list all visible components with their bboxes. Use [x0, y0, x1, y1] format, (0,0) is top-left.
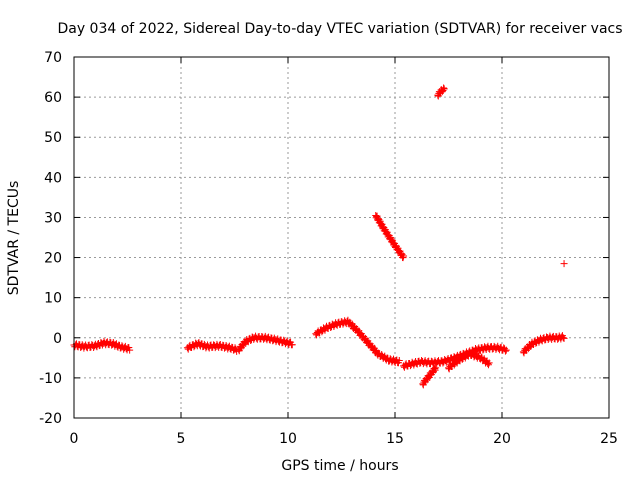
series-arc-7 [419, 364, 440, 389]
x-tick-label: 0 [70, 431, 79, 447]
x-tick-label: 25 [600, 431, 618, 447]
chart-title: Day 034 of 2022, Sidereal Day-to-day VTE… [57, 21, 622, 37]
y-tick-label: -20 [39, 411, 62, 427]
axis-ticks: 0 5 10 15 20 25 -20 -10 0 10 20 30 40 50 60 70 [39, 50, 618, 447]
y-tick-label: 20 [44, 251, 62, 267]
data-point [126, 346, 134, 354]
data-point [502, 346, 510, 354]
y-tick-label: 60 [44, 90, 62, 106]
data-point [484, 360, 492, 368]
data-point [560, 334, 568, 342]
data-point [393, 243, 401, 251]
series-arc-9 [434, 84, 448, 100]
series-arc-2 [183, 338, 241, 355]
series-arc-8 [445, 349, 493, 373]
data-point [395, 357, 403, 365]
data-point [432, 364, 440, 372]
data-point [440, 85, 448, 93]
data-point [485, 359, 493, 367]
series-arc-11 [560, 260, 568, 268]
y-tick-label: 0 [53, 331, 62, 347]
y-tick-label: -10 [39, 371, 62, 387]
data-point [399, 254, 407, 262]
y-tick-label: 50 [44, 130, 62, 146]
x-tick-label: 5 [177, 431, 186, 447]
x-tick-label: 20 [493, 431, 511, 447]
data-point [398, 250, 406, 258]
series-arc-3 [235, 332, 296, 355]
y-tick-label: 30 [44, 210, 62, 226]
series-arc-1 [70, 337, 134, 354]
data-point [559, 334, 567, 342]
data-point [400, 252, 408, 260]
plot-frame [73, 56, 610, 419]
y-tick-label: 40 [44, 170, 62, 186]
series-arc-10 [519, 332, 568, 357]
y-tick-label: 10 [44, 291, 62, 307]
x-tick-label: 10 [279, 431, 297, 447]
data-point [501, 347, 509, 355]
series-arc-4 [312, 316, 403, 367]
x-axis-label: GPS time / hours [281, 458, 398, 474]
grid [74, 57, 609, 418]
series-arc-5 [372, 211, 408, 262]
data-point [288, 341, 296, 349]
data-point [440, 84, 448, 92]
data-points [70, 84, 568, 389]
y-tick-label: 70 [44, 50, 62, 66]
data-point [560, 260, 568, 268]
y-axis-label: SDTVAR / TECUs [6, 181, 22, 296]
x-tick-label: 15 [386, 431, 404, 447]
data-point [431, 365, 439, 373]
